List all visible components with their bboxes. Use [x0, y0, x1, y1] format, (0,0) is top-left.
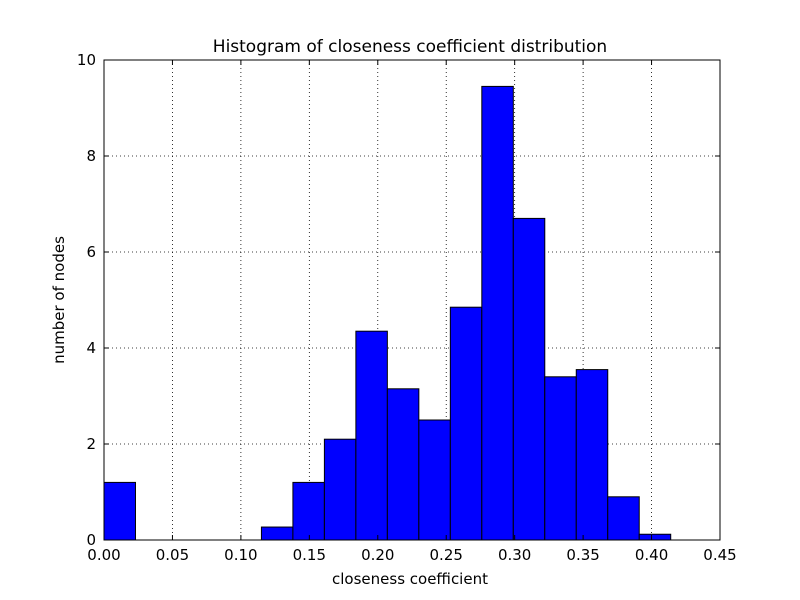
histogram-bars [103, 85, 672, 541]
y-tick-label: 4 [86, 339, 96, 357]
x-tick-label: 0.30 [498, 546, 531, 564]
histogram-bar [323, 438, 357, 541]
histogram-bar [418, 419, 451, 541]
y-tick-label: 2 [86, 435, 96, 453]
histogram-bar [638, 533, 672, 541]
x-tick-label: 0.10 [224, 546, 257, 564]
histogram-bar [386, 388, 420, 541]
x-tick-label: 0.35 [566, 546, 599, 564]
axis-ticks: 0.00 0.05 0.10 0.15 0.20 0.25 0.30 0.35 0.40 0.45… [77, 51, 737, 564]
histogram-bar [103, 481, 136, 541]
y-tick-label: 0 [86, 531, 96, 549]
x-tick-label: 0.25 [430, 546, 463, 564]
x-tick-label: 0.00 [87, 546, 120, 564]
x-tick-label: 0.45 [703, 546, 736, 564]
y-tick-label: 8 [86, 147, 96, 165]
y-axis-label: number of nodes [50, 236, 68, 364]
histogram-bar [575, 369, 609, 541]
histogram-bar [544, 376, 577, 541]
chart-title: Histogram of closeness coefficient distr… [213, 37, 607, 57]
histogram-bar [607, 496, 640, 541]
histogram-bar [260, 526, 294, 541]
plot-frame [103, 59, 721, 541]
histogram-bar [449, 306, 483, 541]
y-tick-label: 10 [77, 51, 96, 69]
histogram-bar [355, 330, 388, 541]
histogram-bar [292, 481, 325, 541]
x-tick-label: 0.20 [361, 546, 394, 564]
x-tick-label: 0.05 [156, 546, 189, 564]
x-axis-label: closeness coefficient [332, 570, 488, 588]
histogram-bar [481, 85, 514, 541]
histogram-bar [512, 217, 546, 541]
x-tick-label: 0.40 [635, 546, 668, 564]
x-tick-label: 0.15 [293, 546, 326, 564]
y-tick-label: 6 [86, 243, 96, 261]
